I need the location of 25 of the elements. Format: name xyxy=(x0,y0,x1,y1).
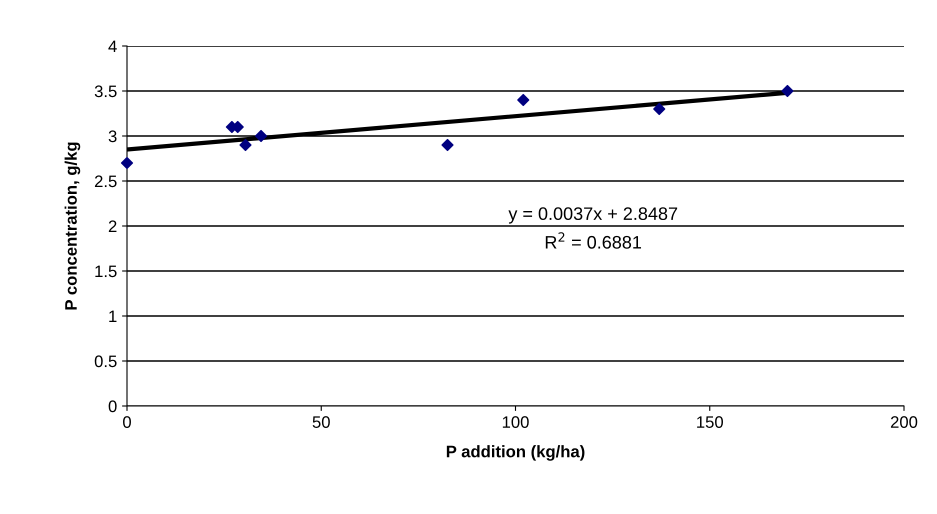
x-tick-label: 100 xyxy=(502,416,529,428)
y-tick-label: 0 xyxy=(108,400,117,412)
y-tick-label: 3.5 xyxy=(94,85,117,98)
point xyxy=(781,84,794,98)
x-axis-title: P addition (kg/ha) xyxy=(446,445,584,461)
y-tick-label: 1.5 xyxy=(95,266,117,278)
x-tick-label: 150 xyxy=(697,416,724,428)
point xyxy=(653,102,666,116)
annotation: y = 0.0037x + 2.8487 xyxy=(508,207,678,224)
y-tick-label: 0.5 xyxy=(94,355,117,368)
point xyxy=(254,130,268,142)
point xyxy=(517,94,530,106)
x-tick-label: 50 xyxy=(312,416,330,428)
annotation: R$^{2}$ = 0.6881 xyxy=(546,232,642,249)
point xyxy=(120,156,134,170)
x-tick-label: 0 xyxy=(123,416,131,428)
y-tick-label: 4 xyxy=(108,40,117,52)
y-axis-title: P concentration, g/kg xyxy=(64,142,80,310)
x-tick-label: 200 xyxy=(890,416,918,428)
y-tick-label: 2 xyxy=(108,220,116,232)
y-tick-label: 3 xyxy=(108,130,117,142)
point xyxy=(441,138,454,152)
point xyxy=(239,138,252,152)
y-tick-label: 1 xyxy=(109,310,116,322)
y-tick-label: 2.5 xyxy=(94,175,117,188)
